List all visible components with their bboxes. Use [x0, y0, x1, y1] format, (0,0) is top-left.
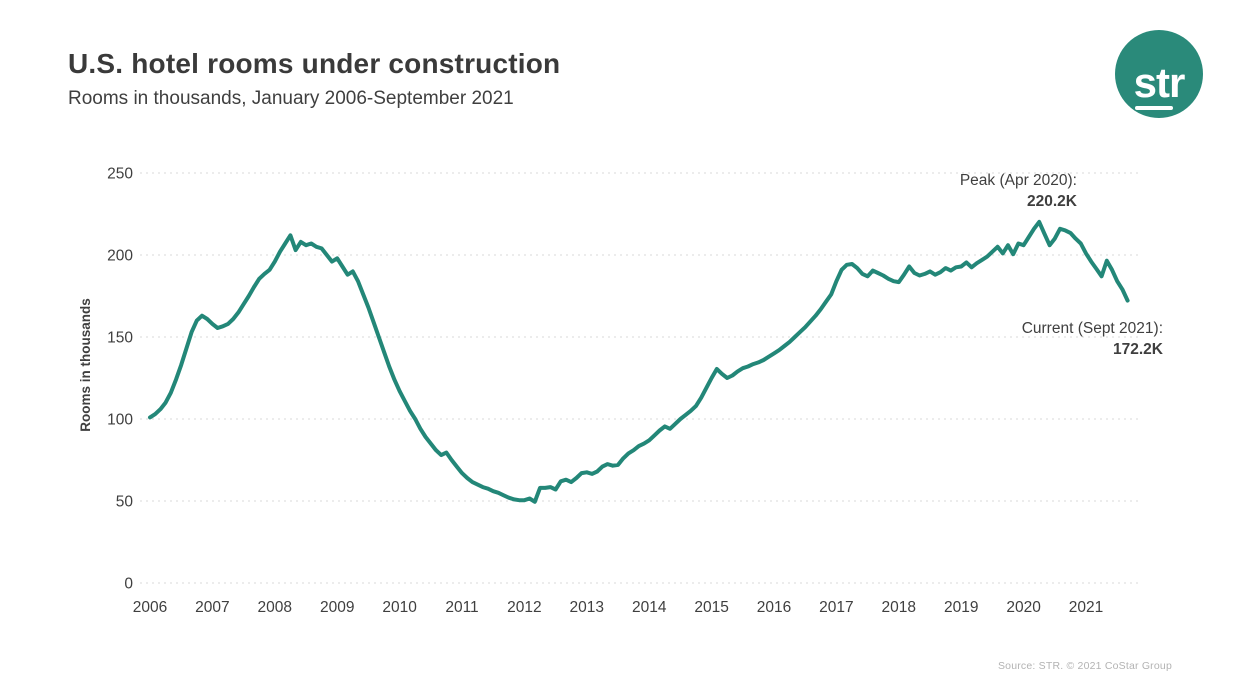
peak-annotation-label: Peak (Apr 2020):: [959, 172, 1077, 189]
x-tick-label-2010: 2010: [382, 599, 417, 616]
page-title: U.S. hotel rooms under construction: [68, 48, 561, 79]
y-tick-label-250: 250: [107, 166, 133, 183]
peak-annotation: Peak (Apr 2020): 220.2K: [817, 170, 1077, 212]
x-tick-label-2019: 2019: [944, 599, 978, 616]
x-tick-label-2006: 2006: [133, 599, 167, 616]
chart-subtitle: Rooms in thousands, January 2006-Septemb…: [68, 88, 514, 109]
x-tick-label-2011: 2011: [445, 599, 478, 616]
x-tick-label-2020: 2020: [1006, 599, 1041, 616]
x-tick-label-2018: 2018: [882, 599, 916, 616]
rooms-under-construction-line: [148, 219, 1130, 504]
x-tick-label-2013: 2013: [570, 599, 604, 616]
current-annotation: Current (Sept 2021): 172.2K: [903, 318, 1163, 360]
y-tick-label-150: 150: [107, 330, 133, 347]
y-axis-title: Rooms in thousands: [78, 298, 93, 432]
x-tick-label-2009: 2009: [320, 599, 354, 616]
x-tick-label-2014: 2014: [632, 599, 667, 616]
x-tick-label-2008: 2008: [258, 599, 292, 616]
current-annotation-value: 172.2K: [1113, 341, 1163, 358]
x-tick-label-2007: 2007: [195, 599, 229, 616]
x-tick-label-2017: 2017: [819, 599, 853, 616]
x-tick-label-2021: 2021: [1069, 599, 1103, 616]
str-logo: str: [1115, 30, 1203, 118]
y-tick-label-50: 50: [116, 494, 134, 511]
y-tick-label-200: 200: [107, 248, 133, 265]
x-tick-label-2015: 2015: [694, 599, 728, 616]
str-logo-text: str: [1134, 62, 1185, 118]
current-annotation-label: Current (Sept 2021):: [1021, 320, 1163, 337]
y-tick-label-100: 100: [107, 412, 133, 429]
x-tick-label-2016: 2016: [757, 599, 791, 616]
y-tick-label-0: 0: [124, 576, 133, 593]
peak-annotation-value: 220.2K: [1027, 193, 1077, 210]
x-tick-label-2012: 2012: [507, 599, 541, 616]
source-credit: Source: STR. © 2021 CoStar Group: [997, 660, 1172, 672]
